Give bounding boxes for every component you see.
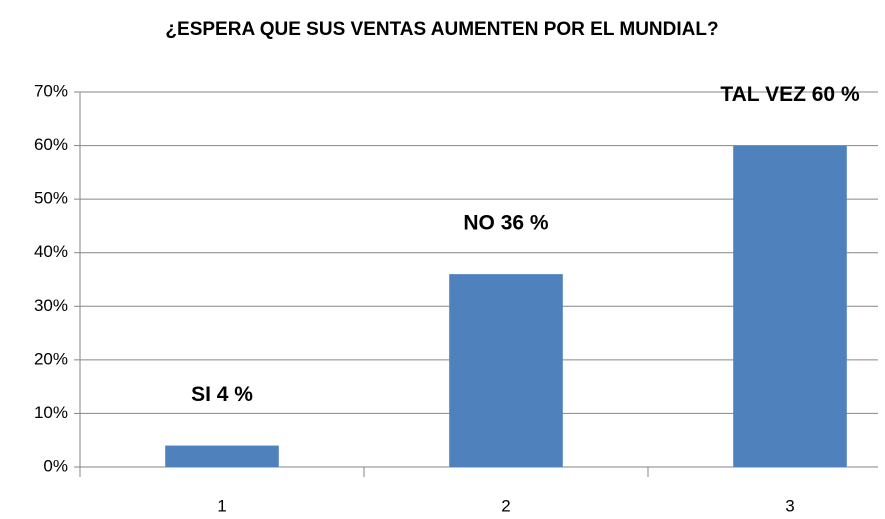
y-tick-label: 70% xyxy=(34,81,68,100)
x-tick-label: 2 xyxy=(501,496,510,515)
y-tick-label: 20% xyxy=(34,349,68,368)
value-label: SI 4 % xyxy=(191,383,253,406)
y-tick-label: 30% xyxy=(34,296,68,315)
y-tick-label: 0% xyxy=(43,456,68,475)
y-tick-label: 50% xyxy=(34,189,68,208)
bar xyxy=(449,274,563,467)
x-tick-label: 3 xyxy=(785,496,794,515)
chart-title: ¿ESPERA QUE SUS VENTAS AUMENTEN POR EL M… xyxy=(165,19,718,40)
value-label: NO 36 % xyxy=(463,212,549,235)
value-label: TAL VEZ 60 % xyxy=(720,83,860,106)
y-tick-label: 40% xyxy=(34,242,68,261)
y-tick-label: 60% xyxy=(34,135,68,154)
bar xyxy=(733,145,847,468)
bar xyxy=(165,445,279,467)
x-tick-label: 1 xyxy=(217,496,226,515)
y-tick-label: 10% xyxy=(34,403,68,422)
